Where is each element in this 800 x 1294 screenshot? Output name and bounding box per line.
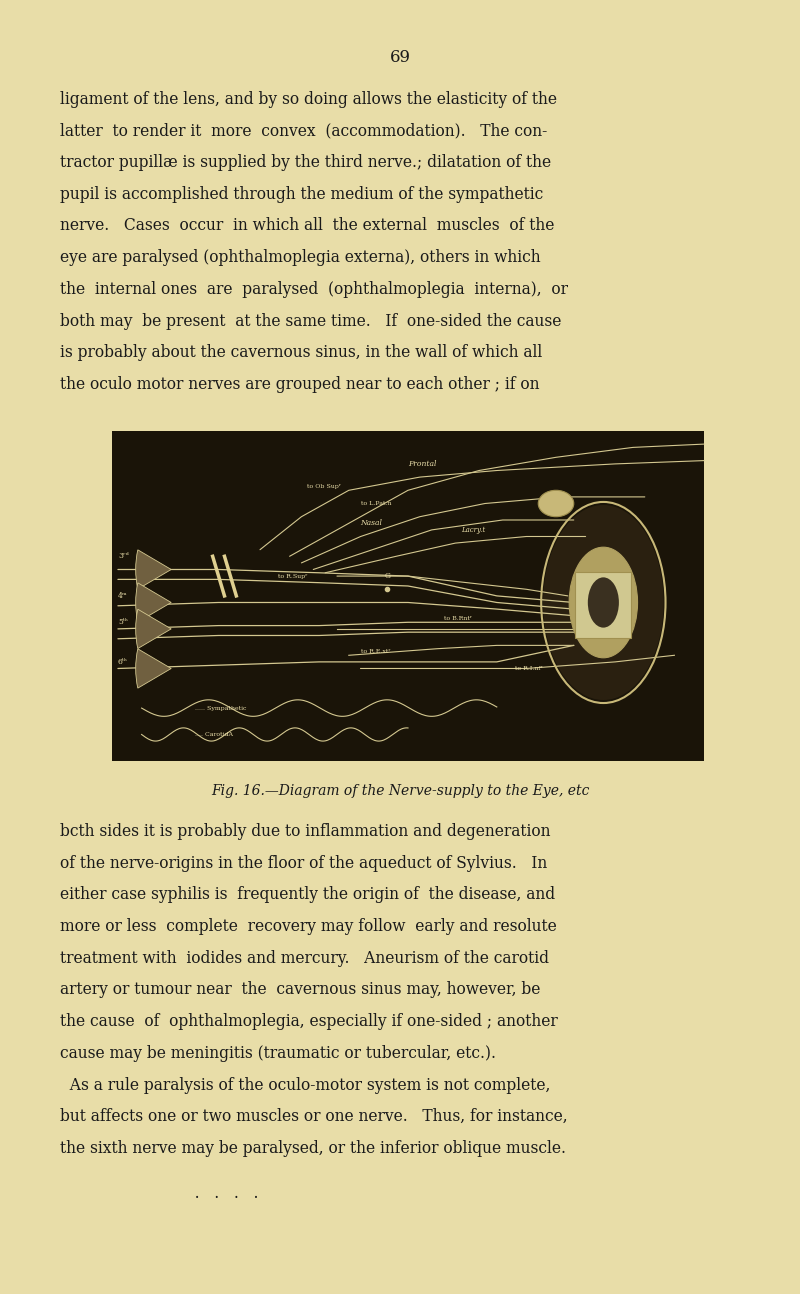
Text: to R.Supʳ: to R.Supʳ: [278, 573, 307, 578]
Text: 6ᵗʰ: 6ᵗʰ: [118, 657, 128, 666]
Text: treatment with  iodides and mercury.   Aneurism of the carotid: treatment with iodides and mercury. Aneu…: [60, 950, 549, 967]
Circle shape: [569, 547, 638, 657]
Wedge shape: [136, 582, 171, 622]
Text: either case syphilis is  frequently the origin of  the disease, and: either case syphilis is frequently the o…: [60, 886, 555, 903]
Ellipse shape: [538, 490, 574, 516]
Bar: [112, 431, 704, 761]
Text: the cause  of  ophthalmoplegia, especially if one-sided ; another: the cause of ophthalmoplegia, especially…: [60, 1013, 558, 1030]
Text: the oculo motor nerves are grouped near to each other ; if on: the oculo motor nerves are grouped near …: [60, 375, 539, 393]
Circle shape: [543, 505, 664, 700]
Text: the  internal ones  are  paralysed  (ophthalmoplegia  interna),  or: the internal ones are paralysed (ophthal…: [60, 281, 568, 298]
Text: bcth sides it is probably due to inflammation and degeneration: bcth sides it is probably due to inflamm…: [60, 823, 550, 840]
Text: As a rule paralysis of the oculo-motor system is not complete,: As a rule paralysis of the oculo-motor s…: [60, 1077, 550, 1093]
Text: pupil is accomplished through the medium of the sympathetic: pupil is accomplished through the medium…: [60, 185, 543, 203]
Text: to R.E.xtʳ: to R.E.xtʳ: [361, 650, 390, 655]
Text: Nasal: Nasal: [361, 519, 382, 527]
Text: latter  to render it  more  convex  (accommodation).   The con-: latter to render it more convex (accommo…: [60, 122, 547, 140]
Text: .   .   .   .: . . . .: [180, 1185, 258, 1202]
Text: ligament of the lens, and by so doing allows the elasticity of the: ligament of the lens, and by so doing al…: [60, 91, 557, 107]
Text: tractor pupillæ is supplied by the third nerve.; dilatation of the: tractor pupillæ is supplied by the third…: [60, 154, 551, 171]
Text: G: G: [384, 572, 390, 580]
Text: to L.Pat.n: to L.Pat.n: [361, 501, 391, 506]
Circle shape: [588, 577, 619, 628]
Text: to Ob Supʳ: to Ob Supʳ: [307, 484, 342, 489]
Text: Fig. 16.—Diagram of the Nerve-supply to the Eye, etc: Fig. 16.—Diagram of the Nerve-supply to …: [211, 784, 589, 798]
Text: Frontal: Frontal: [408, 459, 437, 468]
Text: artery or tumour near  the  cavernous sinus may, however, be: artery or tumour near the cavernous sinu…: [60, 982, 540, 999]
Text: both may  be present  at the same time.   If  one-sided the cause: both may be present at the same time. If…: [60, 312, 562, 330]
Text: more or less  complete  recovery may follow  early and resolute: more or less complete recovery may follo…: [60, 919, 557, 936]
Text: cause may be meningitis (traumatic or tubercular, etc.).: cause may be meningitis (traumatic or tu…: [60, 1046, 496, 1062]
Text: 4ᵐ: 4ᵐ: [118, 591, 127, 600]
Text: ..... Sympathetic: ..... Sympathetic: [195, 705, 246, 710]
Text: but affects one or two muscles or one nerve.   Thus, for instance,: but affects one or two muscles or one ne…: [60, 1108, 568, 1126]
Text: the sixth nerve may be paralysed, or the inferior oblique muscle.: the sixth nerve may be paralysed, or the…: [60, 1140, 566, 1157]
Wedge shape: [136, 609, 171, 648]
Wedge shape: [136, 648, 171, 688]
Text: 5ᵗʰ: 5ᵗʰ: [118, 619, 128, 626]
Text: 69: 69: [390, 49, 410, 66]
Wedge shape: [136, 550, 171, 589]
Text: is probably about the cavernous sinus, in the wall of which all: is probably about the cavernous sinus, i…: [60, 344, 542, 361]
Text: Lacry.t: Lacry.t: [462, 525, 486, 534]
Text: to R.I.nfʳ: to R.I.nfʳ: [514, 666, 542, 672]
Text: of the nerve-origins in the floor of the aqueduct of Sylvius.   In: of the nerve-origins in the floor of the…: [60, 855, 547, 872]
Text: nerve.   Cases  occur  in which all  the external  muscles  of the: nerve. Cases occur in which all the exte…: [60, 217, 554, 234]
Text: to B.Rntʳ: to B.Rntʳ: [443, 616, 472, 621]
Bar: [575, 572, 631, 638]
Text: .... CarotidA: .... CarotidA: [195, 732, 233, 738]
Text: 3ʳᵈ: 3ʳᵈ: [118, 553, 129, 560]
Text: eye are paralysed (ophthalmoplegia externa), others in which: eye are paralysed (ophthalmoplegia exter…: [60, 248, 541, 267]
